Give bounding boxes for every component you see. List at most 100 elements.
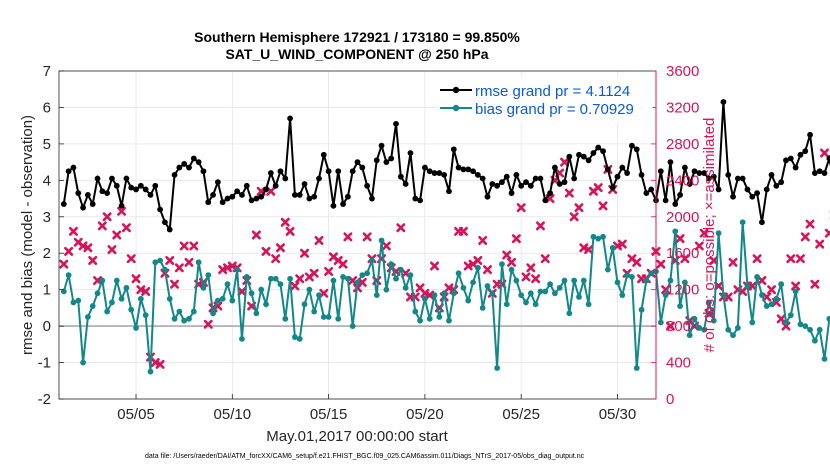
- obs-count-marker: [155, 359, 165, 369]
- x-tick-label: 05/15: [310, 406, 348, 423]
- obs-count-marker: [396, 223, 406, 233]
- rmse-point: [681, 164, 688, 171]
- rmse-point: [137, 182, 144, 189]
- obs-count-marker: [757, 276, 767, 286]
- chart-title: Southern Hemisphere 172921 / 173180 = 99…: [194, 29, 520, 45]
- rmse-point: [465, 166, 472, 173]
- rmse-point: [320, 151, 327, 158]
- legend-bias-marker: [452, 104, 460, 112]
- y-tick-label: 7: [43, 63, 51, 80]
- obs-count-marker: [458, 226, 468, 236]
- x-tick-label: 05/10: [214, 406, 252, 423]
- bias-point: [783, 319, 789, 326]
- rmse-point: [470, 168, 476, 175]
- rmse-point: [258, 193, 265, 200]
- rmse-point: [595, 144, 602, 151]
- legend-rmse-marker: [452, 86, 460, 94]
- rmse-point: [152, 182, 159, 189]
- bias-point: [715, 230, 722, 237]
- rmse-point: [609, 184, 616, 191]
- rmse-point: [60, 201, 67, 207]
- obs-count-marker: [521, 272, 531, 282]
- rmse-point: [792, 164, 799, 171]
- bias-point: [436, 314, 443, 320]
- rmse-point: [402, 181, 409, 187]
- bias-point: [267, 275, 274, 282]
- bias-point: [566, 310, 573, 317]
- rmse-point: [205, 199, 212, 206]
- rmse-point: [393, 120, 399, 127]
- rmse-point: [783, 157, 789, 164]
- obs-count-marker: [179, 241, 189, 251]
- bias-point: [450, 290, 457, 297]
- rmse-point: [224, 195, 231, 202]
- obs-count-marker: [747, 281, 757, 291]
- rmse-point: [94, 175, 101, 182]
- bias-point: [80, 359, 86, 366]
- rmse-point: [75, 190, 82, 196]
- rmse-point: [133, 186, 139, 193]
- bias-point: [710, 317, 717, 324]
- obs-count-marker: [584, 245, 594, 255]
- rmse-point: [147, 192, 154, 198]
- rmse-point: [84, 192, 91, 198]
- rmse-point: [422, 164, 428, 171]
- obs-count-marker: [593, 183, 603, 193]
- y-tick-label: 5: [43, 136, 51, 153]
- rmse-point: [316, 175, 322, 182]
- bias-point: [706, 299, 712, 306]
- bias-point: [344, 275, 351, 282]
- bias-point: [571, 277, 578, 284]
- rmse-point: [561, 179, 568, 186]
- rmse-point: [70, 164, 77, 171]
- bias-point: [455, 270, 462, 277]
- bias-point: [378, 237, 385, 244]
- rmse-point: [542, 197, 549, 204]
- bias-point: [133, 325, 139, 331]
- rmse-point: [768, 171, 775, 178]
- rmse-point: [109, 175, 115, 182]
- bias-point: [147, 368, 154, 375]
- rmse-point: [667, 159, 674, 166]
- rmse-point: [455, 164, 462, 171]
- bias-point: [759, 292, 765, 299]
- rmse-point: [816, 168, 823, 175]
- bias-point: [171, 315, 178, 322]
- bias-point: [162, 266, 168, 273]
- obs-count-marker: [324, 266, 334, 276]
- bias-point: [316, 292, 322, 299]
- rmse-point: [489, 181, 496, 187]
- rmse-point: [643, 190, 650, 196]
- rmse-point: [99, 188, 106, 195]
- obs-count-marker: [767, 285, 777, 295]
- obs-count-marker: [820, 148, 830, 158]
- rmse-point: [739, 175, 746, 182]
- y-tick-label: -2: [38, 391, 51, 408]
- obs-count-marker: [97, 221, 107, 231]
- rmse-point: [662, 197, 669, 204]
- rmse-point: [551, 164, 558, 171]
- bias-point: [797, 321, 804, 328]
- rmse-point: [701, 170, 708, 176]
- obs-count-marker: [338, 259, 348, 269]
- rmse-point: [340, 201, 346, 207]
- bias-point: [657, 319, 664, 326]
- bias-point: [248, 290, 255, 297]
- rmse-point: [272, 182, 279, 189]
- bias-point: [619, 292, 626, 299]
- bias-point: [123, 284, 130, 291]
- rmse-point: [253, 195, 260, 202]
- bias-point: [691, 315, 698, 322]
- obs-count-marker: [189, 241, 199, 251]
- rmse-point: [537, 175, 544, 182]
- rmse-point: [263, 186, 269, 193]
- y-axis-left: -2 -1 0 1 2 3 4 5 6 7: [38, 63, 64, 408]
- rmse-point: [754, 190, 761, 196]
- bias-point: [614, 279, 621, 286]
- obs-count-marker: [516, 203, 526, 213]
- bias-point: [330, 277, 337, 284]
- bias-point: [263, 301, 269, 308]
- bias-point: [373, 292, 380, 299]
- obs-count-marker: [107, 245, 117, 255]
